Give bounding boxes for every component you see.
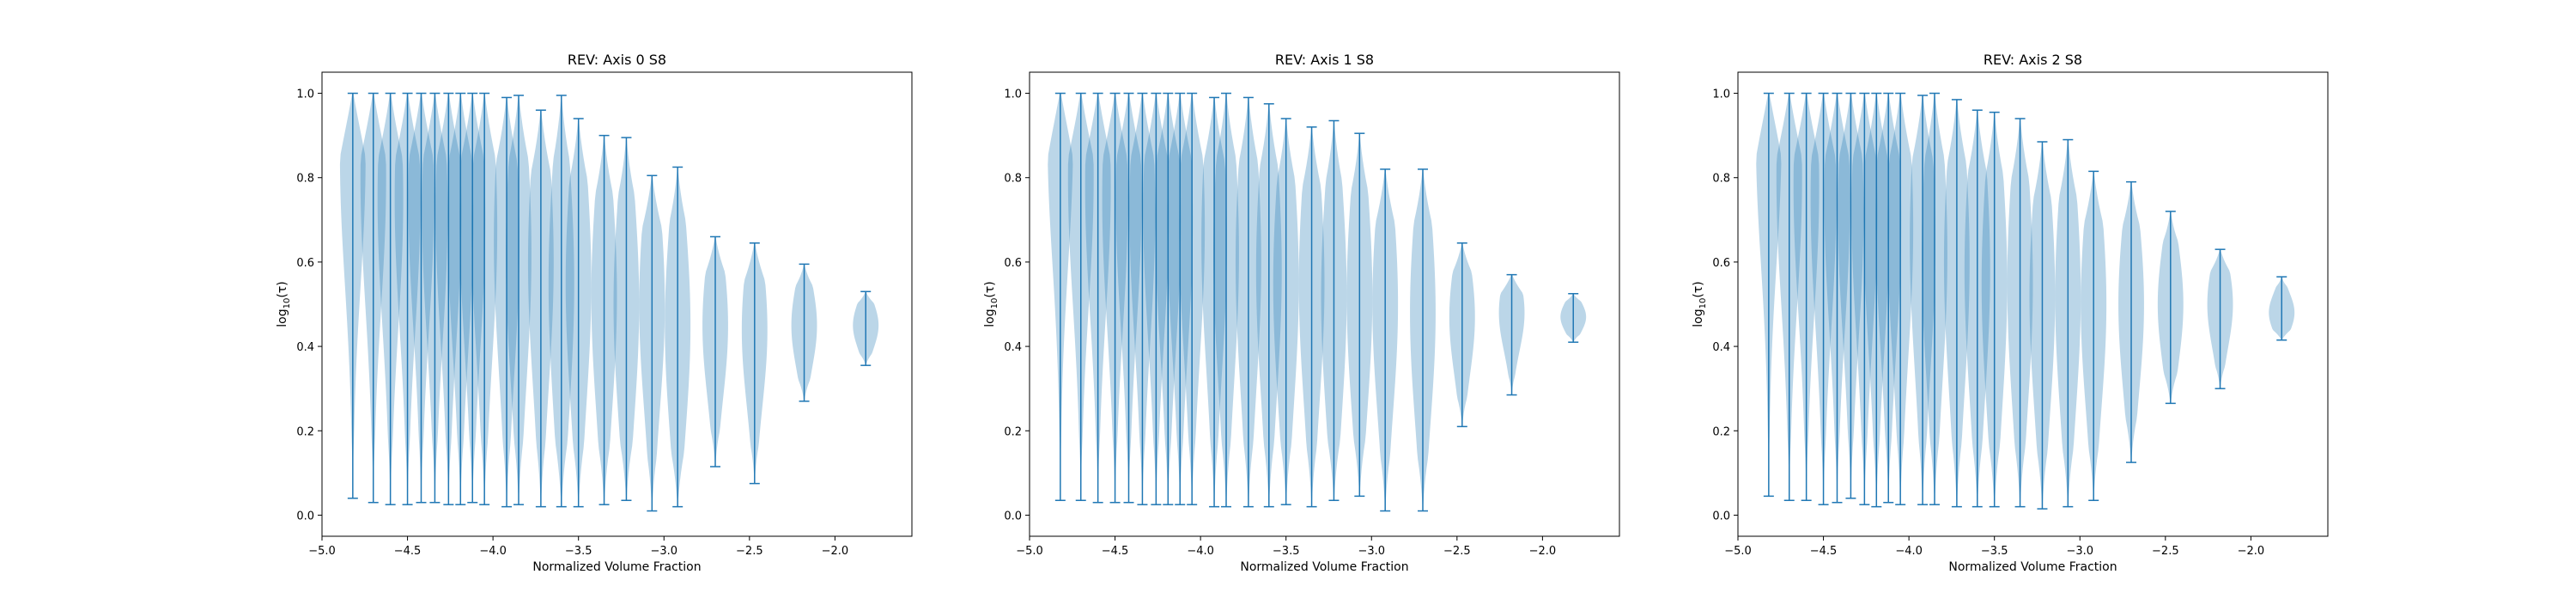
y-tick-label: 0.2: [1712, 425, 1730, 438]
x-tick-label: −4.5: [1102, 545, 1129, 558]
x-axis-label: Normalized Volume Fraction: [1948, 560, 2117, 574]
y-ticks: 0.0 0.2 0.4 0.6 0.8 1.0: [296, 89, 322, 522]
x-tick-label: −4.0: [1187, 545, 1214, 558]
violin-group: [1048, 92, 1587, 512]
y-tick-label: 0.8: [1004, 173, 1022, 186]
y-tick-label: 0.8: [296, 173, 314, 186]
y-axis-label-base: log: [276, 309, 289, 327]
x-tick-label: −3.0: [650, 545, 677, 558]
y-tick-label: 0.6: [1004, 257, 1022, 270]
y-axis-label-argument: (τ): [276, 281, 289, 297]
y-tick-label: 0.8: [1712, 173, 1730, 186]
violin-group: [1756, 92, 2295, 510]
y-axis-label-subscript: 10: [283, 298, 292, 309]
subplot-title: REV: Axis 0 S8: [568, 52, 666, 68]
x-tick-label: −2.5: [736, 545, 763, 558]
plot-frame: [321, 71, 913, 537]
x-tick-label: −2.5: [1443, 545, 1471, 558]
x-tick-label: −5.0: [308, 545, 336, 558]
y-tick-label: 0.6: [296, 257, 314, 270]
x-tick-label: −4.5: [394, 545, 422, 558]
y-axis-label-subscript: 10: [1698, 298, 1708, 309]
violin-group: [339, 92, 879, 512]
y-tick-label: 1.0: [296, 89, 314, 101]
y-axis-label-base: log: [983, 309, 997, 327]
x-ticks: −5.0 −4.5 −4.0 −3.5 −3.0 −2.5 −2.0: [1016, 536, 1556, 558]
x-tick-label: −3.5: [565, 545, 592, 558]
x-tick-label: −2.5: [2152, 545, 2179, 558]
x-tick-label: −2.0: [822, 545, 849, 558]
plot-frame: [1029, 71, 1620, 537]
x-axis-label: Normalized Volume Fraction: [532, 560, 701, 574]
y-axis-label-subscript: 10: [990, 298, 999, 309]
y-axis-label-argument: (τ): [1692, 281, 1705, 297]
subplot-title: REV: Axis 2 S8: [1984, 52, 2082, 68]
y-tick-label: 0.6: [1712, 257, 1730, 270]
y-tick-label: 0.0: [1004, 510, 1022, 522]
x-ticks: −5.0 −4.5 −4.0 −3.5 −3.0 −2.5 −2.0: [1724, 536, 2264, 558]
x-tick-label: −3.0: [2066, 545, 2093, 558]
y-tick-label: 0.2: [296, 425, 314, 438]
x-tick-label: −2.0: [2238, 545, 2265, 558]
y-tick-label: 0.0: [1712, 510, 1730, 522]
y-ticks: 0.0 0.2 0.4 0.6 0.8 1.0: [1004, 89, 1030, 522]
y-tick-label: 0.4: [1712, 341, 1730, 354]
x-tick-label: −4.0: [1895, 545, 1923, 558]
y-tick-label: 1.0: [1004, 89, 1022, 101]
x-tick-label: −3.5: [1273, 545, 1300, 558]
y-tick-label: 1.0: [1712, 89, 1730, 101]
subplot-axis-0: REV: Axis 0 S8 0.0 0.2 0.4 0.6 0.8 1.0 −5.0 −4…: [276, 52, 913, 574]
x-tick-label: −5.0: [1016, 545, 1043, 558]
y-axis-label-base: log: [1692, 309, 1705, 327]
x-tick-label: −4.5: [1810, 545, 1838, 558]
x-axis-label: Normalized Volume Fraction: [1240, 560, 1408, 574]
subplot-axis-2: REV: Axis 2 S8 0.0 0.2 0.4 0.6 0.8 1.0 −5.0 −4…: [1692, 52, 2329, 574]
y-axis-label-argument: (τ): [983, 281, 997, 297]
y-axis-label: log10(τ): [276, 281, 292, 327]
y-tick-label: 0.4: [1004, 341, 1022, 354]
x-tick-label: −5.0: [1724, 545, 1752, 558]
subplot-axis-1: REV: Axis 1 S8 0.0 0.2 0.4 0.6 0.8 1.0 −5.0 −4…: [983, 52, 1620, 574]
y-ticks: 0.0 0.2 0.4 0.6 0.8 1.0: [1712, 89, 1738, 522]
y-axis-label: log10(τ): [983, 281, 999, 327]
y-axis-label: log10(τ): [1692, 281, 1708, 327]
x-ticks: −5.0 −4.5 −4.0 −3.5 −3.0 −2.5 −2.0: [308, 536, 848, 558]
x-tick-label: −2.0: [1529, 545, 1557, 558]
y-tick-label: 0.2: [1004, 425, 1022, 438]
subplot-title: REV: Axis 1 S8: [1275, 52, 1374, 68]
x-tick-label: −3.5: [1981, 545, 2008, 558]
x-tick-label: −4.0: [479, 545, 507, 558]
y-tick-label: 0.4: [296, 341, 314, 354]
y-tick-label: 0.0: [296, 510, 314, 522]
x-tick-label: −3.0: [1358, 545, 1385, 558]
plot-frame: [1737, 71, 2329, 537]
